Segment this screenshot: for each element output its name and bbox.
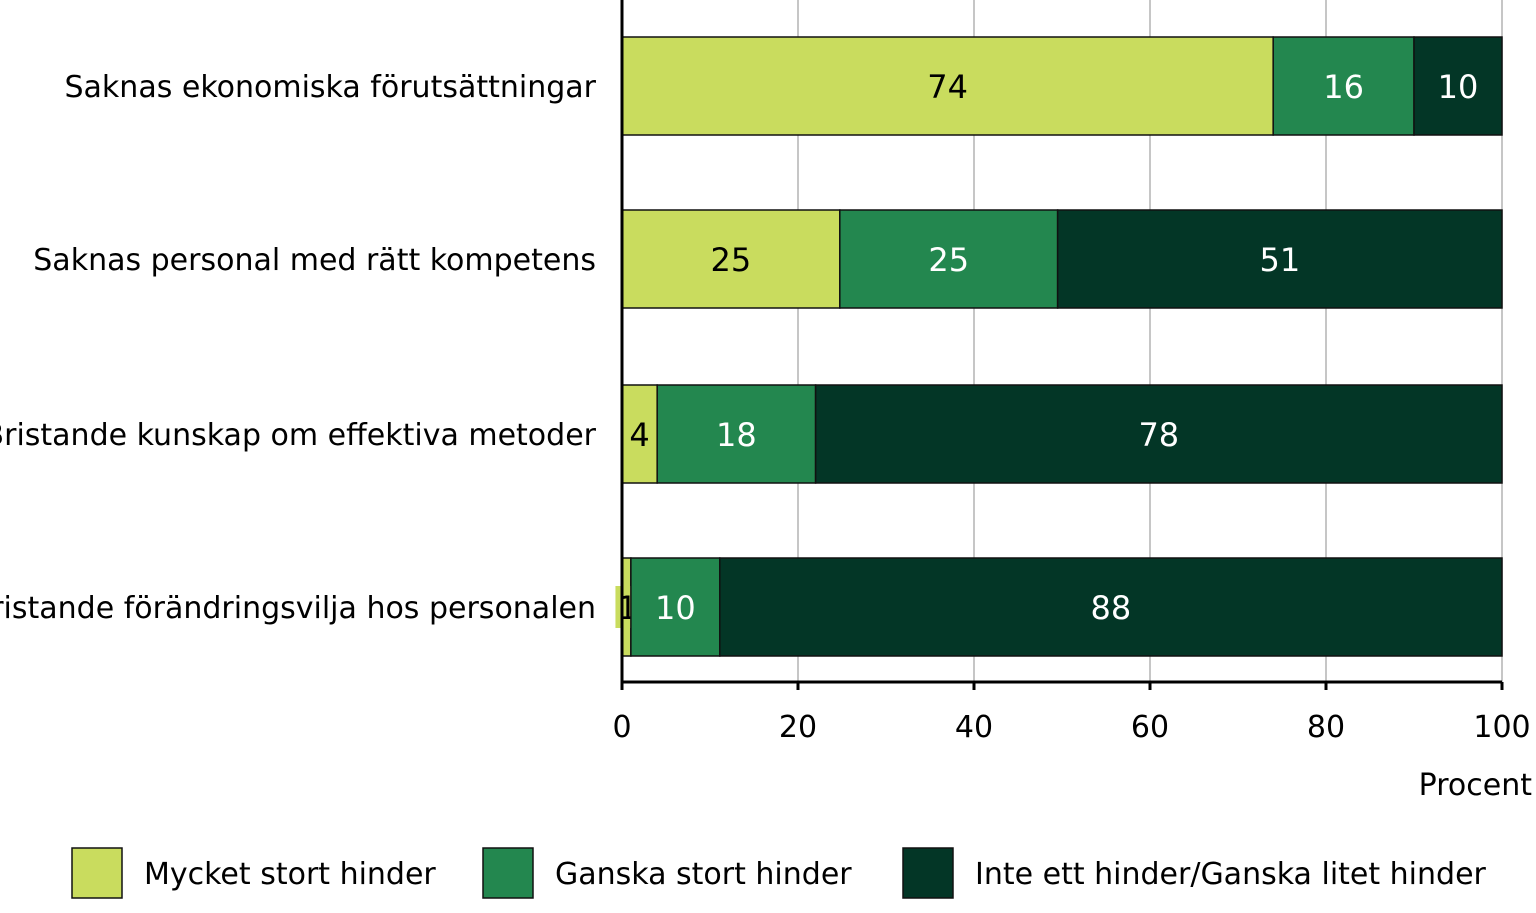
- legend-swatch: [482, 847, 534, 899]
- data-label: 16: [1323, 68, 1364, 106]
- x-axis-label: Procent: [1419, 768, 1533, 803]
- legend-label: Inte ett hinder/Ganska litet hinder: [975, 857, 1487, 892]
- bar-segment: [814, 384, 1503, 484]
- x-tick-label: 0: [612, 710, 631, 745]
- legend: Mycket stort hinder Ganska stort hinder In…: [71, 847, 1487, 899]
- data-label: 74: [927, 68, 968, 106]
- category-label: Saknas personal med rätt kompetens: [33, 243, 596, 278]
- data-label: 25: [711, 241, 752, 279]
- data-label: 4: [629, 416, 649, 454]
- x-tick-label: 100: [1473, 710, 1530, 745]
- legend-label: Ganska stort hinder: [555, 857, 852, 892]
- data-label: 25: [928, 241, 969, 279]
- bar-segment: [621, 36, 1274, 136]
- bar-segment: [630, 557, 721, 657]
- category-label: Bristande förändringsvilja hos personale…: [0, 591, 596, 626]
- x-tick-label: 40: [955, 710, 993, 745]
- category-label: Saknas ekonomiska förutsättningar: [65, 70, 597, 105]
- x-tick-label: 60: [1131, 710, 1169, 745]
- bar-segment: [621, 384, 658, 484]
- data-label: 51: [1259, 241, 1300, 279]
- data-label: 10: [1438, 68, 1479, 106]
- bar-segment: [621, 209, 841, 309]
- bar-segment: [839, 209, 1059, 309]
- x-tick-label: 80: [1307, 710, 1345, 745]
- category-labels: Saknas ekonomiska förutsättningar Saknas …: [0, 70, 597, 626]
- legend-label: Mycket stort hinder: [144, 857, 436, 892]
- bar-segment: [1056, 209, 1503, 309]
- data-label: 18: [716, 416, 757, 454]
- category-label: Bristande kunskap om effektiva metoder: [0, 418, 597, 453]
- bar-segment: [1272, 36, 1415, 136]
- bar-segment: [719, 557, 1503, 657]
- data-label: 10: [655, 589, 696, 627]
- legend-swatch: [902, 847, 954, 899]
- legend-swatch: [71, 847, 123, 899]
- x-tick-label: 20: [779, 710, 817, 745]
- data-label: 88: [1091, 589, 1132, 627]
- x-axis: 0 20 40 60 80 100: [612, 0, 1531, 745]
- data-label: 78: [1138, 416, 1179, 454]
- bar-segment: [1413, 36, 1503, 136]
